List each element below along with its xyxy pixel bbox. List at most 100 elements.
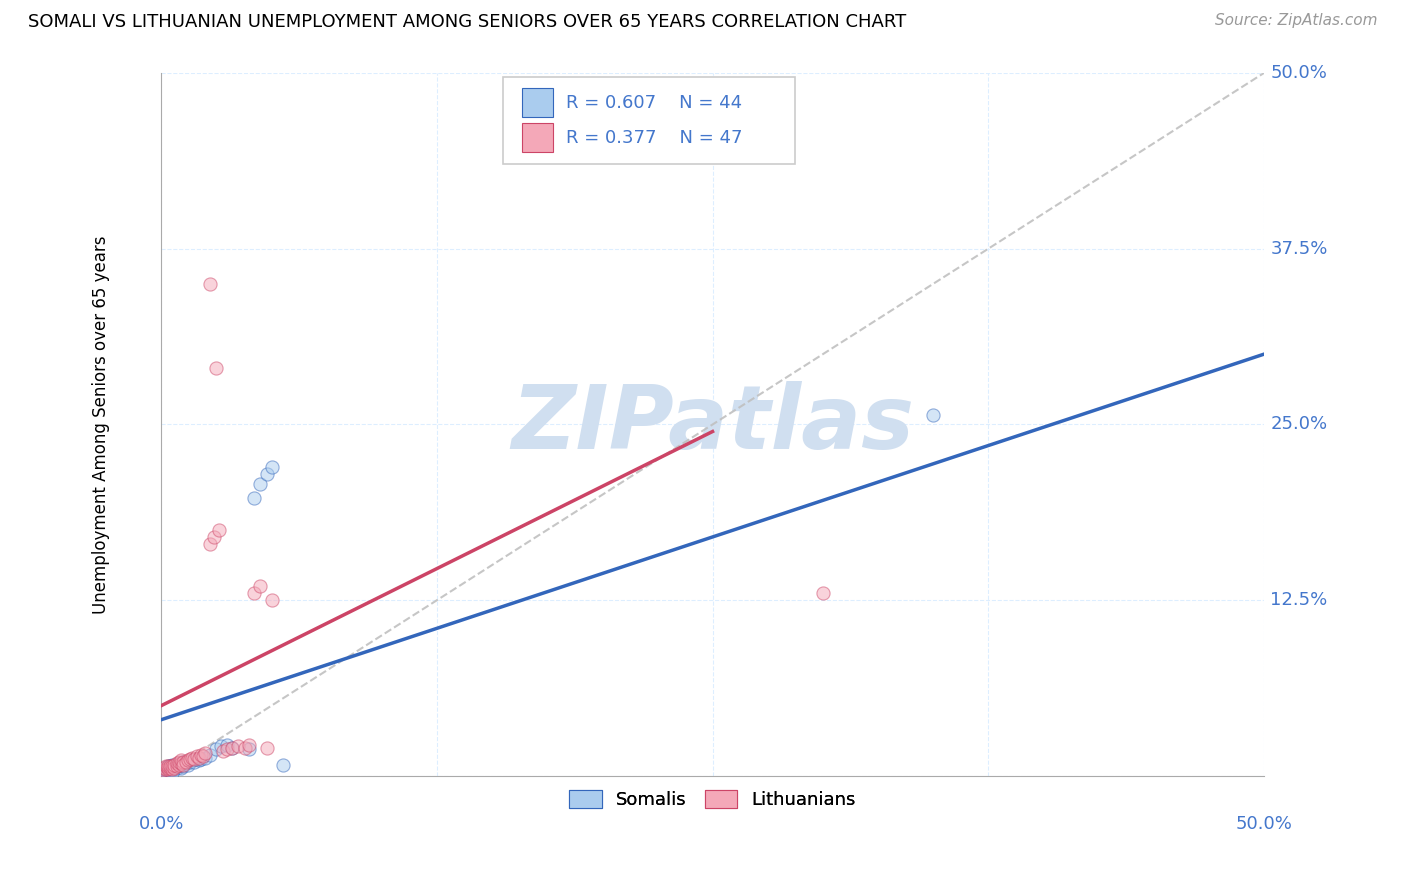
Point <box>811 586 834 600</box>
Point <box>249 476 271 491</box>
Point <box>183 752 205 766</box>
Point <box>181 754 204 768</box>
Point <box>162 759 184 773</box>
Point <box>172 755 194 769</box>
Point <box>198 277 221 291</box>
Point <box>167 757 190 772</box>
Point <box>162 762 184 776</box>
Point <box>194 750 217 764</box>
Point <box>162 757 184 772</box>
Point <box>163 762 186 776</box>
Text: 50.0%: 50.0% <box>1271 64 1327 82</box>
Point <box>156 759 179 773</box>
Point <box>155 762 177 776</box>
Point <box>190 752 212 766</box>
Point <box>238 742 260 756</box>
Point <box>170 756 193 771</box>
Text: Unemployment Among Seniors over 65 years: Unemployment Among Seniors over 65 years <box>91 235 110 614</box>
FancyBboxPatch shape <box>522 123 553 153</box>
Point <box>156 759 179 773</box>
Point <box>249 579 271 593</box>
Point <box>207 523 229 537</box>
Point <box>183 755 205 769</box>
Point <box>212 744 235 758</box>
Point <box>152 760 174 774</box>
Point <box>163 760 186 774</box>
Point <box>159 759 181 773</box>
Point <box>190 747 212 762</box>
Point <box>177 754 200 768</box>
Point <box>228 739 250 754</box>
Point <box>155 764 177 778</box>
Point <box>163 759 186 773</box>
Point <box>194 747 217 761</box>
Text: R = 0.377    N = 47: R = 0.377 N = 47 <box>565 128 742 146</box>
Point <box>172 757 194 772</box>
Point <box>166 757 188 772</box>
Point <box>221 740 243 755</box>
Point <box>186 752 208 766</box>
Point <box>155 759 177 773</box>
Point <box>167 755 190 769</box>
Point <box>159 762 181 776</box>
Point <box>156 764 179 778</box>
Point <box>256 467 278 481</box>
Point <box>191 749 214 764</box>
Point <box>187 754 209 768</box>
Point <box>159 759 181 773</box>
Text: 50.0%: 50.0% <box>1236 815 1292 833</box>
Point <box>198 537 221 551</box>
Point <box>162 760 184 774</box>
Point <box>233 740 256 755</box>
Point <box>156 760 179 774</box>
Point <box>186 749 208 764</box>
Point <box>159 760 181 774</box>
Text: 25.0%: 25.0% <box>1271 416 1327 434</box>
Point <box>217 738 239 752</box>
Point <box>238 738 260 752</box>
Point <box>256 740 278 755</box>
Point <box>166 759 188 773</box>
Text: R = 0.607    N = 44: R = 0.607 N = 44 <box>565 94 742 112</box>
Legend: Somalis, Lithuanians: Somalis, Lithuanians <box>562 782 863 816</box>
Point <box>152 764 174 778</box>
Point <box>179 752 201 766</box>
Point <box>260 459 283 474</box>
FancyBboxPatch shape <box>503 77 796 164</box>
Text: Source: ZipAtlas.com: Source: ZipAtlas.com <box>1215 13 1378 29</box>
Point <box>170 760 193 774</box>
Point <box>155 760 177 774</box>
Point <box>162 764 184 778</box>
Point <box>243 586 266 600</box>
Point <box>167 756 190 771</box>
Point <box>163 757 186 772</box>
Point <box>205 742 228 756</box>
Point <box>177 757 200 772</box>
Point <box>172 759 194 773</box>
Point <box>174 756 197 771</box>
Point <box>243 491 266 505</box>
Point <box>172 755 194 769</box>
Point <box>217 742 239 756</box>
Point <box>181 750 204 764</box>
Point <box>166 760 188 774</box>
Text: 37.5%: 37.5% <box>1271 240 1327 258</box>
Point <box>174 755 197 769</box>
Point <box>221 740 243 755</box>
Point <box>202 530 225 544</box>
Point <box>156 762 179 776</box>
Point <box>170 754 193 768</box>
Text: 12.5%: 12.5% <box>1271 591 1327 609</box>
Point <box>156 760 179 774</box>
Point <box>922 408 945 422</box>
Point <box>271 757 294 772</box>
Point <box>167 759 190 773</box>
Point <box>260 593 283 607</box>
Point <box>152 762 174 776</box>
Point <box>209 739 232 754</box>
Point <box>152 764 174 779</box>
Text: ZIPatlas: ZIPatlas <box>510 381 914 468</box>
Text: SOMALI VS LITHUANIAN UNEMPLOYMENT AMONG SENIORS OVER 65 YEARS CORRELATION CHART: SOMALI VS LITHUANIAN UNEMPLOYMENT AMONG … <box>28 13 907 31</box>
Point <box>162 766 184 780</box>
Point <box>198 747 221 762</box>
